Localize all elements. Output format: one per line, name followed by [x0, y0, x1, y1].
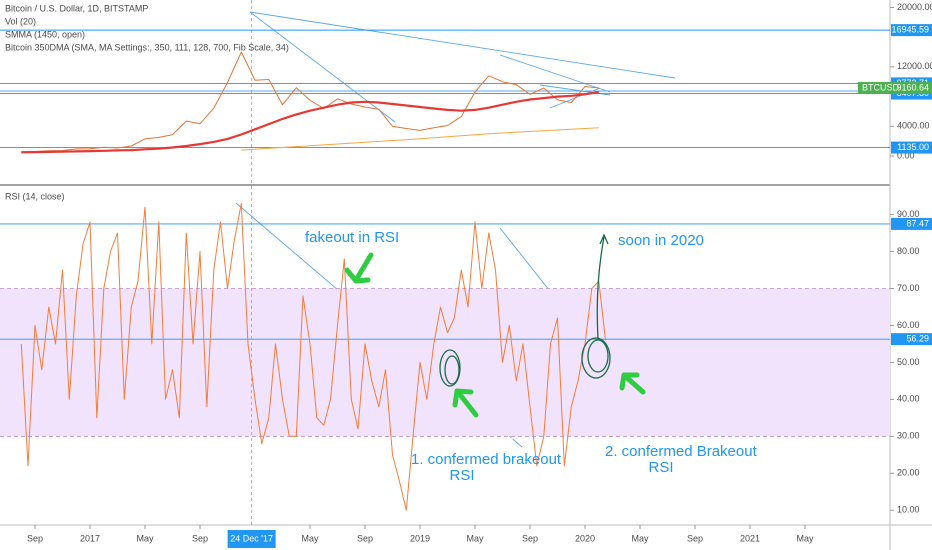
- x-tick-label: 2020: [575, 533, 595, 543]
- annotation: RSI: [648, 459, 673, 476]
- drawings: [344, 233, 646, 418]
- legend-entry: SMMA (1450, open): [5, 29, 85, 39]
- y-tick-label: 50.00: [897, 357, 920, 367]
- x-tick-label: 2017: [80, 533, 100, 543]
- y-tick-label: 20.00: [897, 468, 920, 478]
- x-tick-label: Sep: [357, 533, 373, 543]
- arrow: [619, 372, 646, 395]
- arrow: [344, 252, 374, 284]
- x-tick-label: May: [136, 533, 154, 543]
- crosshair-label-box: [227, 530, 276, 548]
- level-label: 1135.00: [897, 142, 929, 152]
- series-line: [241, 127, 599, 151]
- x-tick-label: May: [796, 533, 814, 543]
- y-tick-label: 0.00: [897, 150, 915, 160]
- y-tick-label: 12000.00: [897, 61, 932, 71]
- y-tick-label: 70.00: [897, 283, 920, 293]
- curve-mark: [596, 233, 609, 341]
- level-label-box: [891, 24, 932, 37]
- last-price-box: [858, 81, 932, 94]
- level-label: 87.47: [906, 218, 929, 228]
- x-tick-label: May: [466, 533, 484, 543]
- y-tick-label: 60.00: [897, 320, 920, 330]
- annotation: RSI: [449, 467, 474, 484]
- crosshair-label: 24 Dec '17: [230, 533, 273, 543]
- y-tick-label: 20000.00: [897, 2, 932, 12]
- trend-line: [299, 437, 601, 441]
- circle-mark: [444, 355, 460, 385]
- series-line: [21, 51, 599, 153]
- x-tick-label: Sep: [522, 533, 538, 543]
- x-tick-label: 2021: [740, 533, 760, 543]
- x-tick-label: Sep: [687, 533, 703, 543]
- chart-title: Bitcoin / U.S. Dollar, 1D, BITSTAMP: [5, 3, 148, 13]
- annotation: fakeout in RSI: [305, 229, 399, 246]
- level-label-box: [891, 333, 932, 346]
- trend-line: [249, 11, 676, 79]
- annotation: 2. confermed Brakeout: [605, 443, 758, 460]
- x-tick-label: Sep: [27, 533, 43, 543]
- trend-line: [499, 54, 611, 93]
- y-tick-label: 10.00: [897, 505, 920, 515]
- x-tick-label: May: [631, 533, 649, 543]
- circle-mark: [439, 349, 461, 387]
- y-tick-label: 80.00: [897, 246, 920, 256]
- y-tick-label: 30.00: [897, 431, 920, 441]
- level-label-box: [891, 141, 932, 154]
- level-label-box: [891, 217, 932, 230]
- x-tick-label: 2019: [410, 533, 430, 543]
- rsi-band: [0, 288, 890, 437]
- last-price-label: 9160.64: [896, 82, 929, 92]
- legend-entry: Vol (20): [5, 16, 36, 26]
- level-label: 16945.59: [891, 24, 929, 34]
- arrow: [452, 388, 479, 418]
- last-price-name: BTCUSD: [862, 82, 900, 92]
- series-line: [20, 203, 606, 511]
- circle-mark: [581, 337, 611, 379]
- series-line: [21, 91, 599, 154]
- annotation: soon in 2020: [618, 232, 704, 249]
- y-tick-label: 4000.00: [897, 121, 930, 131]
- y-tick-label: 40.00: [897, 394, 920, 404]
- x-tick-label: May: [301, 533, 319, 543]
- annotation: 1. confermed brakeout: [411, 451, 562, 468]
- legend-entry: Bitcoin 350DMA (SMA, MA Settings:, 350, …: [5, 42, 289, 52]
- x-tick-label: Sep: [192, 533, 208, 543]
- rsi-title: RSI (14, close): [5, 191, 65, 201]
- level-label: 56.29: [906, 334, 929, 344]
- y-tick-label: 90.00: [897, 209, 920, 219]
